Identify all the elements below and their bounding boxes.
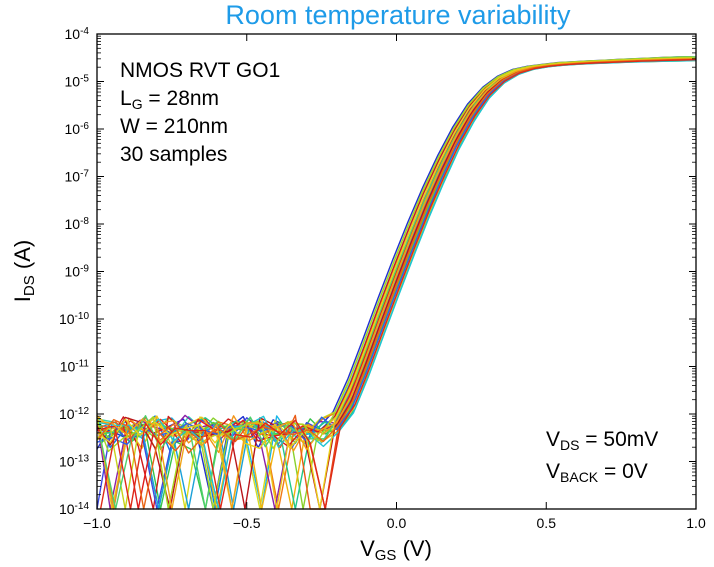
y-tick-label: 10-7 <box>65 168 90 185</box>
annotation-topleft-3: W = 210nm <box>120 115 228 138</box>
annotation-bottomright-1: VDS = 50mV <box>546 428 658 453</box>
text-main: 30 samples <box>120 143 227 166</box>
y-tick-exponent: -14 <box>75 501 90 512</box>
annotation-bottomright-2: VBACK = 0V <box>546 460 648 485</box>
y-tick-exponent: -9 <box>80 263 89 274</box>
label-suffix: (V) <box>396 536 431 561</box>
text-main: NMOS RVT GO1 <box>120 59 280 82</box>
y-tick-base: 10 <box>59 454 75 470</box>
x-tick-label: −0.5 <box>233 515 261 531</box>
y-tick-base: 10 <box>65 216 81 232</box>
y-tick-exponent: -10 <box>75 311 90 322</box>
y-tick-exponent: -7 <box>80 168 89 179</box>
y-tick-base: 10 <box>59 311 75 327</box>
y-tick-base: 10 <box>65 74 81 90</box>
annotation-topleft-4: 30 samples <box>120 143 227 166</box>
y-tick-base: 10 <box>65 264 81 280</box>
y-tick-label: 10-9 <box>65 263 90 280</box>
y-tick-exponent: -8 <box>80 216 89 227</box>
y-tick-label: 10-13 <box>59 453 89 470</box>
label-subscript: GS <box>375 547 397 564</box>
y-tick-base: 10 <box>59 406 75 422</box>
text-subscript: DS <box>560 437 579 453</box>
text-suffix: = 28nm <box>143 87 219 110</box>
y-tick-exponent: -13 <box>75 453 90 464</box>
text-suffix: = 0V <box>598 460 648 483</box>
x-tick-label: −1.0 <box>83 515 111 531</box>
y-tick-base: 10 <box>60 359 76 375</box>
y-tick-base: 10 <box>65 169 81 185</box>
y-tick-label: 10-5 <box>65 73 90 90</box>
series-line-30 <box>99 59 697 510</box>
y-tick-base: 10 <box>59 501 75 517</box>
y-tick-label: 10-14 <box>59 501 89 518</box>
ticks-group: −1.0 −0.5 0.0 0.5 1.010-410-510-610-710-810-… <box>59 26 706 532</box>
y-tick-exponent: -6 <box>80 121 89 132</box>
y-tick-label: 10-12 <box>59 406 89 423</box>
y-tick-base: 10 <box>65 121 81 137</box>
y-tick-label: 10-11 <box>60 358 90 375</box>
x-tick-label: 1.0 <box>686 515 706 531</box>
text-suffix: = 50mV <box>579 428 658 451</box>
label-subscript: DS <box>21 275 38 296</box>
y-tick-exponent: -5 <box>80 73 89 84</box>
chart-title: Room temperature variability <box>225 0 571 30</box>
curves-group <box>96 56 697 510</box>
label-suffix: (A) <box>10 240 35 275</box>
text-subscript: BACK <box>560 469 599 485</box>
text-main: L <box>120 87 132 110</box>
y-tick-label: 10-10 <box>59 311 89 328</box>
text-subscript: G <box>132 96 143 112</box>
x-tick-label: 0.5 <box>537 515 557 531</box>
y-tick-label: 10-8 <box>65 216 90 233</box>
x-tick-label: 0.0 <box>387 515 407 531</box>
y-tick-base: 10 <box>65 26 81 42</box>
x-axis-label: VGS (V) <box>360 536 432 564</box>
text-main: V <box>546 460 560 483</box>
text-main: W = 210nm <box>120 115 228 138</box>
annotation-topleft-1: NMOS RVT GO1 <box>120 59 280 82</box>
text-main: V <box>546 428 560 451</box>
y-tick-exponent: -12 <box>75 406 90 417</box>
y-tick-label: 10-6 <box>65 121 90 138</box>
label-main: I <box>10 296 35 302</box>
y-tick-exponent: -11 <box>75 358 89 369</box>
y-axis-label: IDS (A) <box>10 240 38 302</box>
y-tick-label: 10-4 <box>65 26 90 43</box>
annotations-group: NMOS RVT GO1 LG = 28nm W = 210nm 30 samples… <box>120 59 658 485</box>
label-main: V <box>360 536 375 561</box>
annotation-topleft-2: LG = 28nm <box>120 87 219 112</box>
y-tick-exponent: -4 <box>80 26 89 37</box>
